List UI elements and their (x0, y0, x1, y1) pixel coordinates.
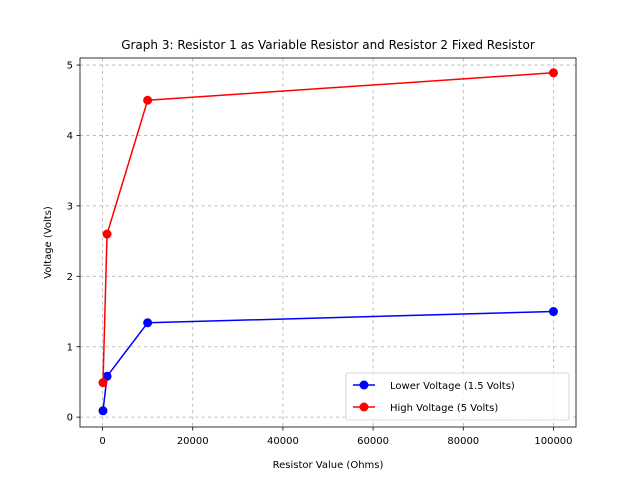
data-point-lower-voltage (98, 406, 108, 416)
legend-marker-lower-voltage (359, 380, 369, 390)
y-tick-label: 4 (67, 131, 73, 142)
y-axis-label: Voltage (Volts) (43, 206, 54, 279)
x-tick-label: 0 (99, 436, 105, 447)
legend-label-high-voltage: High Voltage (5 Volts) (390, 403, 498, 414)
x-axis-label: Resistor Value (Ohms) (273, 460, 384, 471)
legend-frame (345, 372, 570, 421)
y-tick-label: 5 (67, 61, 73, 72)
chart-title: Graph 3: Resistor 1 as Variable Resistor… (121, 38, 535, 52)
series-line-high-voltage (102, 72, 554, 383)
y-tick-label: 2 (67, 272, 73, 283)
legend: Lower Voltage (1.5 Volts) High Voltage (… (345, 372, 570, 421)
data-point-lower-voltage (548, 307, 558, 317)
series-line-lower-voltage (102, 310, 554, 411)
data-point-high-voltage (102, 229, 112, 239)
series-layer (98, 68, 558, 416)
y-tick-label: 1 (67, 342, 73, 353)
data-point-high-voltage (143, 95, 153, 105)
ticks: 0 20000 40000 60000 80000 100000 0 1 2 3 4 5 (67, 61, 573, 447)
data-point-lower-voltage (143, 318, 153, 328)
data-point-high-voltage (98, 378, 108, 388)
x-tick-label: 20000 (177, 436, 209, 447)
x-tick-label: 100000 (534, 436, 572, 447)
y-tick-label: 0 (67, 413, 73, 424)
y-tick-label: 3 (67, 201, 73, 212)
x-tick-label: 60000 (357, 436, 389, 447)
x-tick-label: 40000 (267, 436, 299, 447)
x-tick-label: 80000 (447, 436, 479, 447)
plot-frame (79, 57, 577, 428)
grid (80, 58, 576, 427)
data-point-high-voltage (548, 68, 558, 78)
legend-label-lower-voltage: Lower Voltage (1.5 Volts) (390, 381, 515, 392)
legend-marker-high-voltage (359, 402, 369, 412)
